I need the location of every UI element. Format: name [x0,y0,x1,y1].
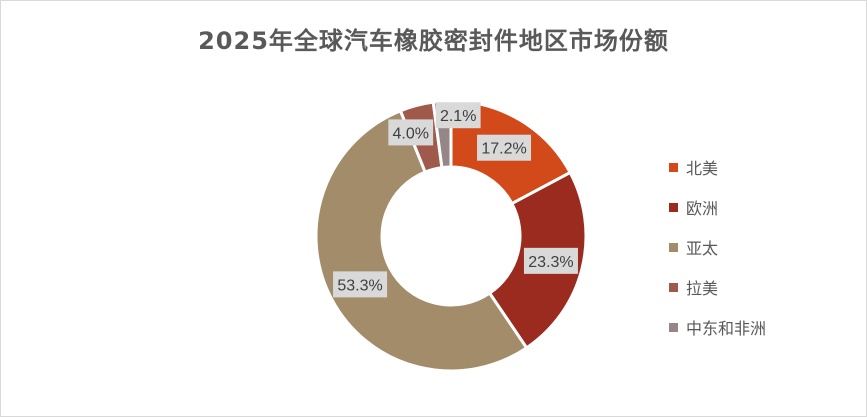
legend-swatch [669,282,678,292]
slice-2 [314,108,529,373]
chart-title: 2025年全球汽车橡胶密封件地区市场份额 [198,27,669,55]
legend-label: 中东和非洲 [686,319,767,338]
legend-item-4: 中东和非洲 [669,307,766,347]
legend-label: 欧洲 [686,199,719,218]
legend-item-3: 拉美 [669,267,766,307]
legend-swatch [669,242,678,252]
svg-text:4.0%: 4.0% [392,125,428,142]
svg-text:2.1%: 2.1% [440,108,476,125]
legend-label: 拉美 [686,279,719,298]
svg-text:53.3%: 53.3% [337,277,382,294]
legend-item-2: 亚太 [669,227,766,267]
legend-item-0: 北美 [669,147,766,187]
legend: 北美欧洲亚太拉美中东和非洲 [669,147,766,347]
legend-label: 北美 [686,159,719,178]
svg-text:23.3%: 23.3% [528,254,573,271]
legend-swatch [669,322,678,332]
svg-text:17.2%: 17.2% [481,141,526,158]
legend-item-1: 欧洲 [669,187,766,227]
legend-swatch [669,162,678,172]
data-label-3: 4.0% [388,119,434,146]
data-label-0: 17.2% [477,134,532,161]
data-label-1: 23.3% [523,247,578,274]
data-label-2: 53.3% [333,271,388,298]
legend-label: 亚太 [686,239,719,258]
legend-swatch [669,202,678,212]
data-label-4: 2.1% [435,102,481,129]
